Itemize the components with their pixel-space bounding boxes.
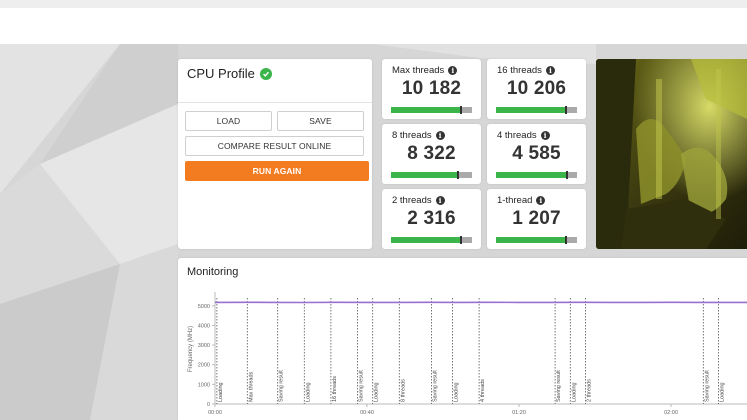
event-marker-label: 2 threads (587, 379, 593, 402)
event-marker-label: Loading (218, 382, 224, 402)
x-tick-label: 00:00 (208, 410, 222, 416)
benchmark-artwork (596, 59, 747, 249)
score-card-1-thread: 1-thread i 1 207 (487, 189, 586, 249)
score-label: Max threads (392, 65, 445, 76)
check-circle-icon (259, 67, 272, 80)
score-card-4-threads: 4 threads i 4 585 (487, 124, 586, 184)
info-icon[interactable]: i (435, 131, 445, 140)
score-bar-fill (391, 237, 461, 243)
score-value: 2 316 (407, 208, 456, 229)
info-icon[interactable]: i (545, 66, 555, 75)
y-tick-label: 2000 (198, 363, 210, 369)
event-marker-label: 8 threads (400, 379, 406, 402)
score-bar (391, 236, 472, 244)
event-marker-label: Loading (454, 382, 460, 402)
event-marker-label: 4 threads (480, 379, 486, 402)
profile-title: CPU Profile (187, 66, 255, 81)
score-card-2-threads: 2 threads i 2 316 (382, 189, 481, 249)
score-bar-fill (496, 107, 567, 113)
score-bar-fill (391, 172, 459, 178)
y-tick-label: 0 (207, 402, 210, 408)
event-marker-label: Saving result (704, 370, 710, 402)
score-bar (391, 171, 472, 179)
score-label-row: 8 threads i (392, 130, 445, 141)
score-value: 8 322 (407, 143, 456, 164)
x-tick-label: 02:00 (664, 410, 678, 416)
y-tick-label: 4000 (198, 323, 210, 329)
monitoring-title: Monitoring (187, 266, 239, 278)
score-bar-marker (566, 171, 569, 179)
y-tick-label: 1000 (198, 382, 210, 388)
score-label: 2 threads (392, 195, 432, 206)
score-label-row: 4 threads i (497, 130, 550, 141)
info-icon[interactable]: i (540, 131, 550, 140)
save-button[interactable]: SAVE (277, 111, 364, 131)
score-bar-fill (391, 107, 462, 113)
y-tick-label: 3000 (198, 343, 210, 349)
y-tick-label: 5000 (198, 304, 210, 310)
monitoring-card: Monitoring 0 1000 2000 3000 4000 5000 Frequenc… (178, 258, 747, 420)
score-bar (496, 236, 577, 244)
score-label: 8 threads (392, 130, 432, 141)
score-value: 4 585 (512, 143, 561, 164)
event-marker-label: Saving result (359, 370, 365, 402)
score-bar (496, 171, 577, 179)
score-bar-marker (457, 171, 460, 179)
score-value: 1 207 (512, 208, 561, 229)
score-label-row: 16 threads i (497, 65, 555, 76)
browser-top-strip (0, 0, 747, 8)
frequency-chart: 0 1000 2000 3000 4000 5000 Frequency (MHz) 00:0… (188, 292, 747, 416)
profile-divider (178, 102, 372, 103)
score-card-max-threads: Max threads i 10 182 (382, 59, 481, 119)
score-bar-marker (565, 236, 568, 244)
x-tick-label: 01:20 (512, 410, 526, 416)
score-value: 10 182 (401, 78, 462, 99)
info-icon[interactable]: i (536, 196, 546, 205)
header-bar (0, 8, 747, 44)
event-marker-label: Saving result (279, 370, 285, 402)
score-card-16-threads: 16 threads i 10 206 (487, 59, 586, 119)
event-marker-label: Saving result (556, 370, 562, 402)
score-label-row: 2 threads i (392, 195, 445, 206)
info-icon[interactable]: i (448, 66, 458, 75)
event-marker-label: Max threads (248, 371, 254, 402)
load-button[interactable]: LOAD (185, 111, 272, 131)
event-marker-label: Loading (374, 382, 380, 402)
score-bar (391, 106, 472, 114)
score-label-row: Max threads i (392, 65, 458, 76)
event-marker-label: Loading (720, 382, 726, 402)
event-marker-label: Loading (571, 382, 577, 402)
score-label: 1-thread (497, 195, 533, 206)
score-bar (496, 106, 577, 114)
score-bar-fill (496, 172, 568, 178)
score-bar-marker (460, 106, 463, 114)
event-marker-label: Loading (305, 382, 311, 402)
run-again-button[interactable]: RUN AGAIN (185, 161, 369, 181)
score-label: 16 threads (497, 65, 542, 76)
score-value: 10 206 (506, 78, 567, 99)
y-axis-label: Frequency (MHz) (188, 326, 194, 372)
x-tick-label: 00:40 (360, 410, 374, 416)
profile-title-row: CPU Profile (187, 66, 272, 81)
event-marker-label: Saving result (433, 370, 439, 402)
score-label: 4 threads (497, 130, 537, 141)
score-card-8-threads: 8 threads i 8 322 (382, 124, 481, 184)
score-bar-fill (496, 237, 567, 243)
score-label-row: 1-thread i (497, 195, 546, 206)
cpu-profile-card: CPU Profile LOAD SAVE COMPARE RESULT ONL… (178, 59, 372, 249)
event-marker-label: 16 threads (332, 376, 338, 402)
info-icon[interactable]: i (435, 196, 445, 205)
compare-online-button[interactable]: COMPARE RESULT ONLINE (185, 136, 364, 156)
score-bar-marker (565, 106, 568, 114)
score-bar-marker (459, 236, 462, 244)
